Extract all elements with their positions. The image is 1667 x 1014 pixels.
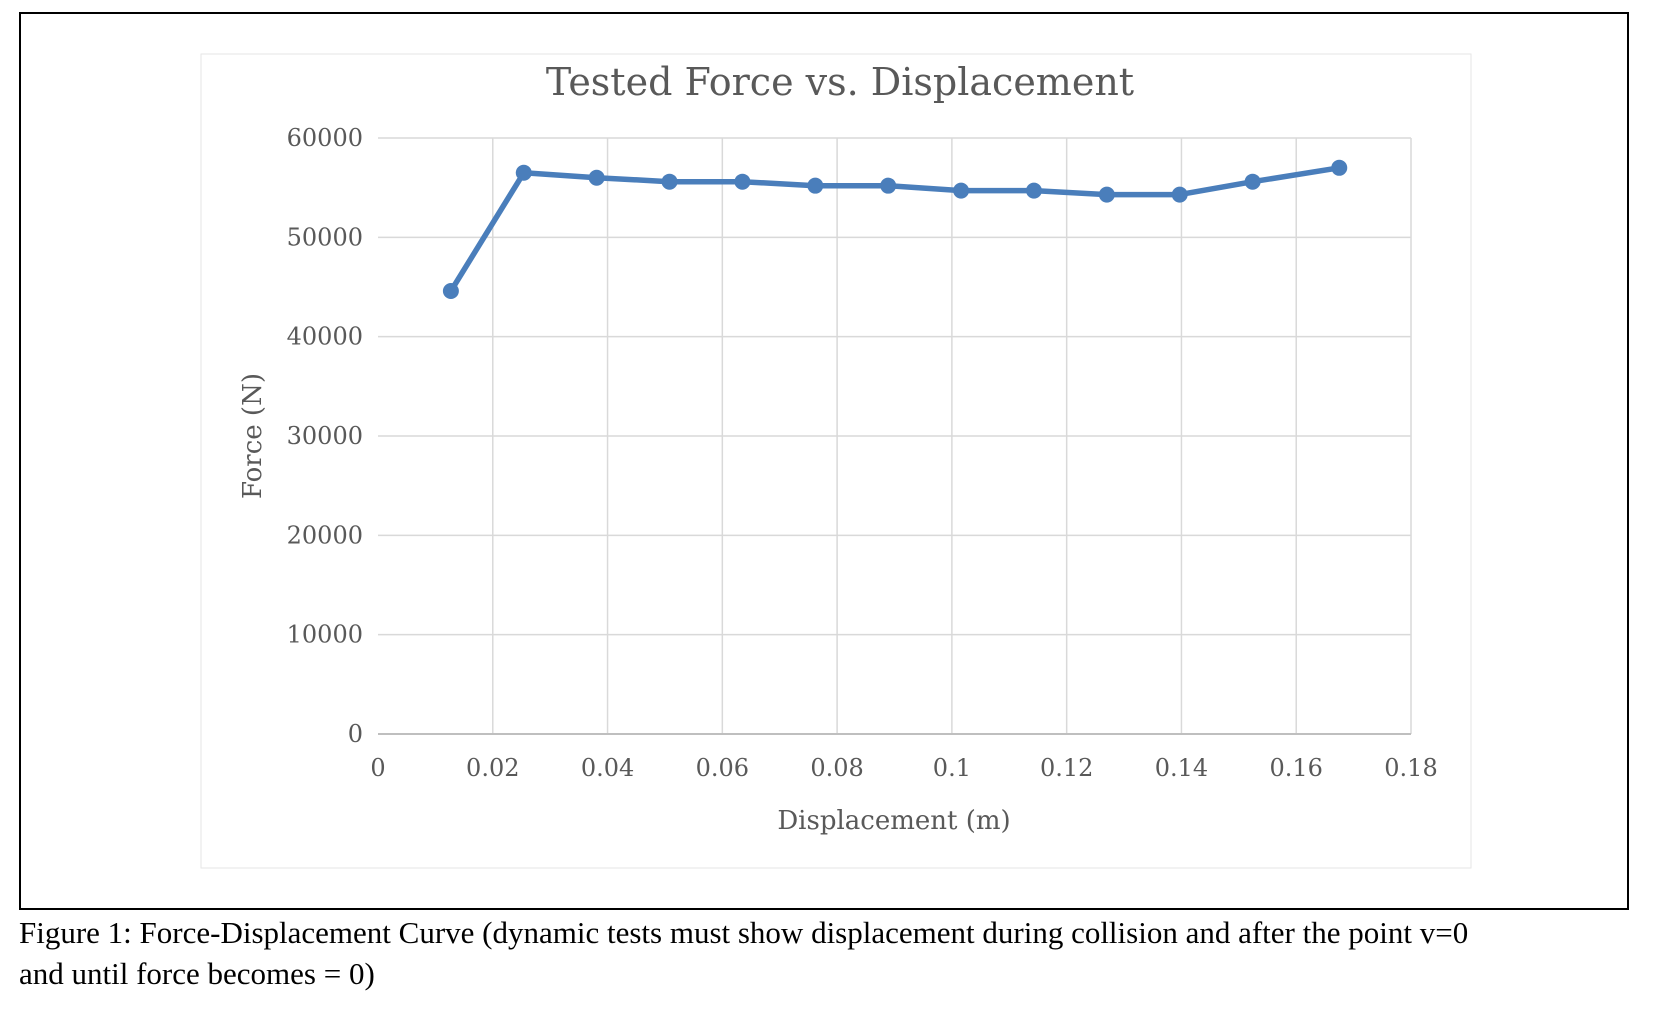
caption-line-2: and until force becomes = 0)	[19, 956, 375, 991]
gridlines	[378, 137, 1412, 734]
x-axis-label: Displacement (m)	[777, 806, 1010, 836]
x-tick-label: 0.06	[696, 754, 749, 782]
x-tick-label: 0.18	[1384, 754, 1437, 782]
y-tick-label: 50000	[287, 223, 363, 251]
x-tick-label: 0.08	[810, 754, 863, 782]
y-tick-label: 10000	[287, 621, 363, 649]
x-tick-label: 0.16	[1270, 754, 1323, 782]
chart-area	[200, 53, 1472, 869]
x-tick-label: 0.12	[1040, 754, 1093, 782]
data-point	[1171, 186, 1188, 203]
caption-line-1: Figure 1: Force-Displacement Curve (dyna…	[19, 915, 1469, 950]
data-point	[880, 177, 897, 194]
chart-title: Tested Force vs. Displacement	[546, 60, 1134, 104]
y-tick-label: 40000	[287, 323, 363, 351]
data-point	[661, 173, 678, 190]
y-tick-labels: 0 10000 20000 30000 40000 50000 60000	[287, 124, 363, 748]
data-point	[1025, 182, 1042, 199]
data-point	[1244, 173, 1261, 190]
series-group	[442, 159, 1348, 299]
data-point	[1098, 186, 1115, 203]
x-tick-label: 0.1	[933, 754, 971, 782]
x-tick-label: 0.02	[466, 754, 519, 782]
y-axis-label: Force (N)	[238, 373, 268, 499]
x-tick-label: 0.04	[581, 754, 634, 782]
x-tick-labels: 0 0.02 0.04 0.06 0.08 0.1 0.12 0.14 0.16 0.18	[370, 754, 1437, 782]
data-point	[515, 164, 532, 181]
x-tick-label: 0.14	[1155, 754, 1208, 782]
data-point	[734, 173, 751, 190]
data-point	[1331, 159, 1348, 176]
data-point	[442, 282, 459, 299]
figure-caption: Figure 1: Force-Displacement Curve (dyna…	[19, 912, 1659, 994]
data-point	[588, 169, 605, 186]
chart: Tested Force vs. Displacement 0 0.02 0.04 0…	[200, 53, 1472, 869]
y-tick-label: 30000	[287, 422, 363, 450]
y-tick-label: 0	[348, 720, 363, 748]
data-point	[807, 177, 824, 194]
y-tick-label: 60000	[287, 124, 363, 152]
y-tick-label: 20000	[287, 521, 363, 549]
data-point	[953, 182, 970, 199]
x-tick-label: 0	[370, 754, 385, 782]
